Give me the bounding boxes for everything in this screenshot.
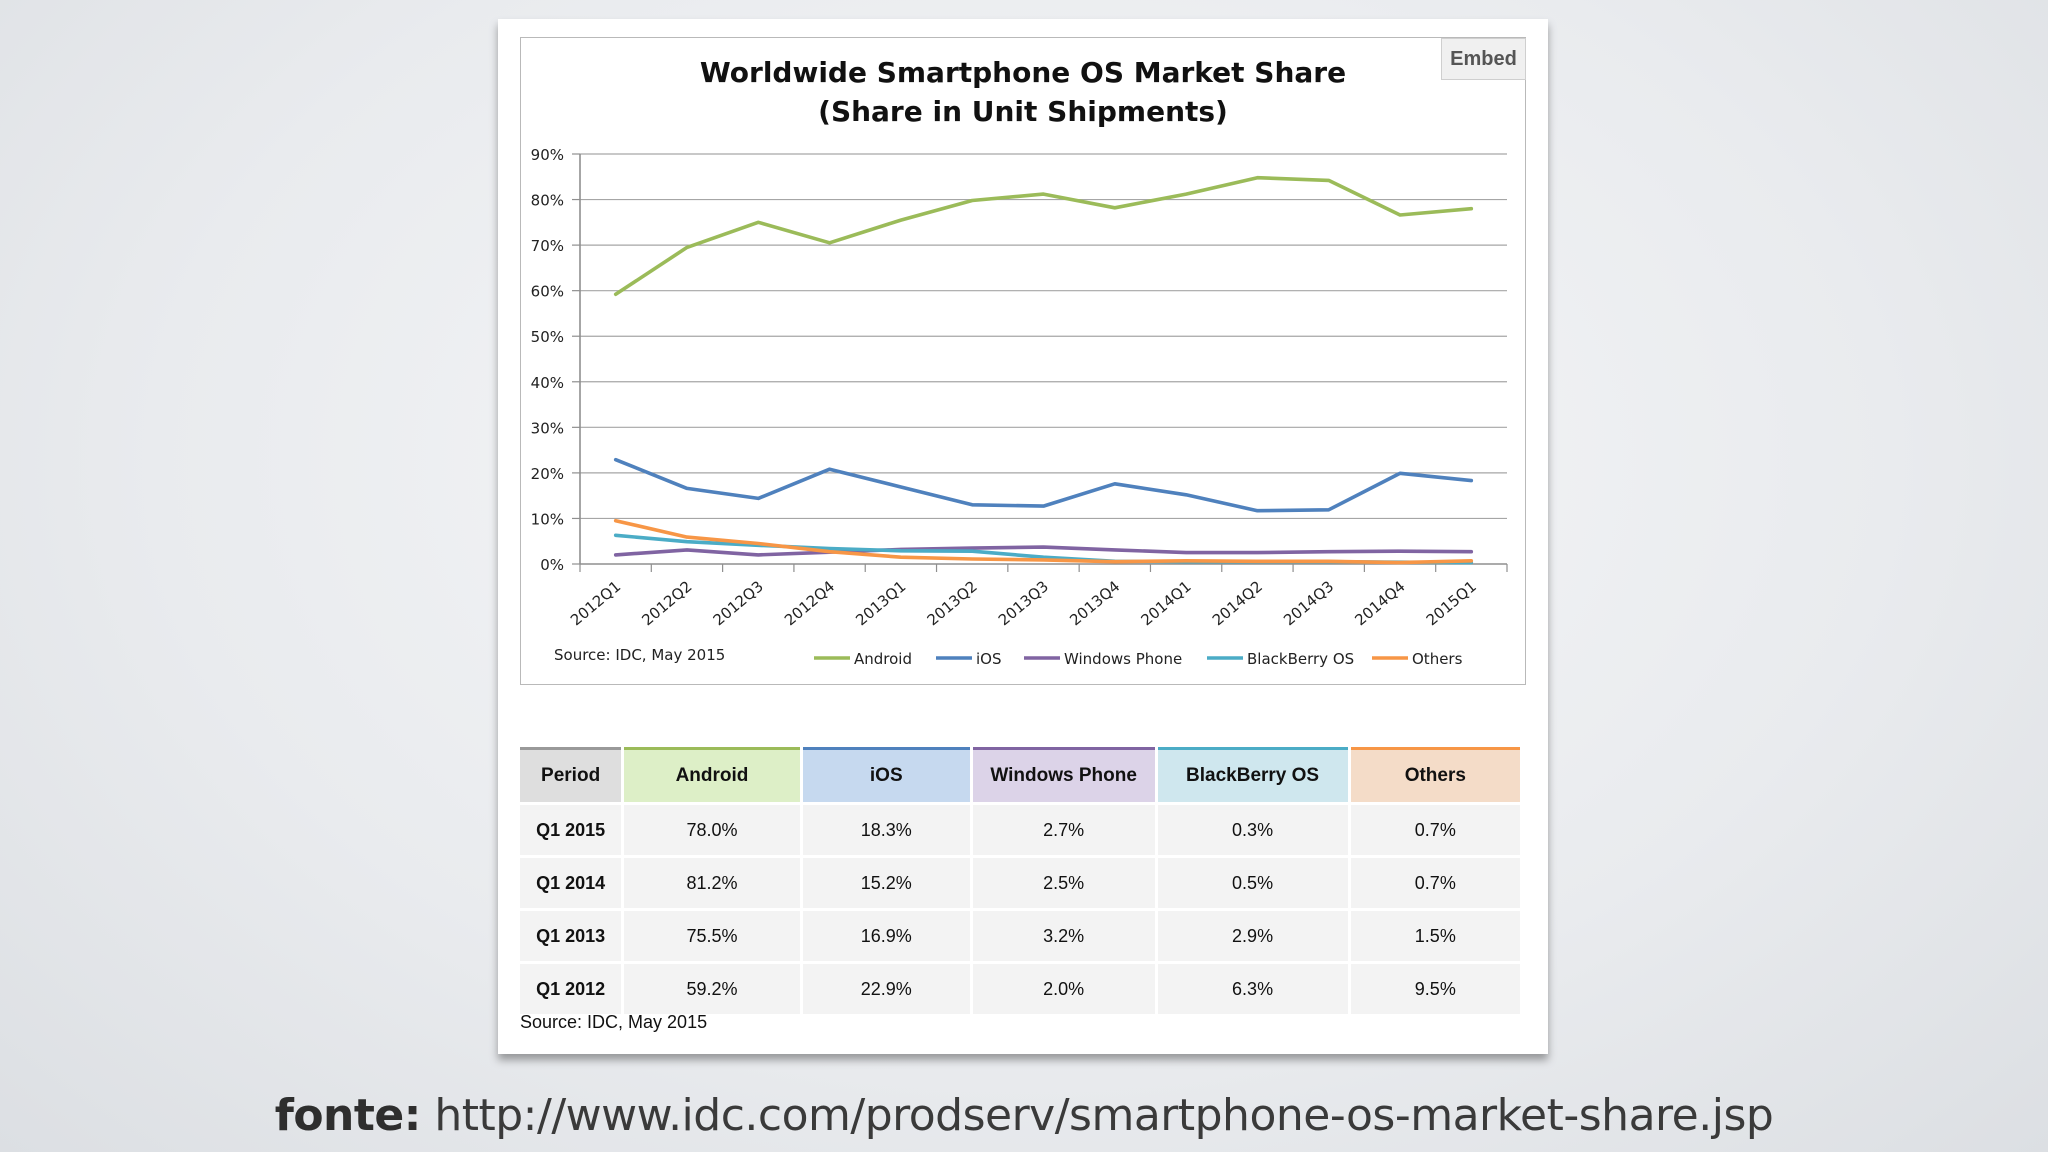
- x-tick-label: 2013Q2: [924, 577, 981, 629]
- legend-entry: BlackBerry OS: [1247, 650, 1354, 668]
- footer-source: fonte: http://www.idc.com/prodserv/smart…: [0, 1090, 2048, 1141]
- x-tick-label: 2014Q3: [1280, 577, 1337, 629]
- y-tick-label: 80%: [531, 192, 564, 210]
- chart-source-note: Source: IDC, May 2015: [554, 646, 725, 664]
- table-header-row: Period Android iOS Windows Phone BlackBerry …: [520, 747, 1520, 802]
- table-header-android: Android: [624, 747, 800, 802]
- x-tick-label: 2013Q4: [1066, 577, 1123, 629]
- footer-url[interactable]: http://www.idc.com/prodserv/smartphone-o…: [434, 1090, 1774, 1141]
- y-tick-label: 30%: [531, 419, 564, 437]
- x-tick-label: 2013Q1: [852, 577, 909, 629]
- series-line-ios: [613, 457, 1474, 513]
- table-cell: 0.5%: [1157, 855, 1348, 908]
- legend-entry: iOS: [976, 650, 1002, 668]
- y-tick-label: 50%: [531, 328, 564, 346]
- y-tick-label: 10%: [531, 510, 564, 528]
- chart-subtitle: (Share in Unit Shipments): [818, 95, 1228, 128]
- table-cell: 3.2%: [972, 908, 1155, 961]
- table-cell: 2.5%: [972, 855, 1155, 908]
- table-header-ios: iOS: [802, 747, 970, 802]
- chart-title: Worldwide Smartphone OS Market Share: [700, 56, 1346, 89]
- table-cell: 15.2%: [802, 855, 970, 908]
- table-header-others: Others: [1350, 747, 1520, 802]
- footer-label: fonte:: [274, 1090, 422, 1141]
- x-tick-label: 2012Q2: [638, 577, 695, 629]
- table-cell-period: Q1 2013: [520, 908, 622, 961]
- y-tick-label: 40%: [531, 374, 564, 392]
- y-tick-label: 70%: [531, 237, 564, 255]
- table-header-windows-phone: Windows Phone: [972, 747, 1155, 802]
- table-cell: 0.7%: [1350, 855, 1520, 908]
- x-tick-label: 2015Q1: [1423, 577, 1480, 629]
- y-tick-label: 20%: [531, 465, 564, 483]
- table-cell: 2.0%: [972, 961, 1155, 1014]
- table-body: Q1 2015 78.0% 18.3% 2.7% 0.3% 0.7% Q1 2014 81.2…: [520, 802, 1520, 1014]
- line-chart: Worldwide Smartphone OS Market Share (Sha…: [531, 56, 1508, 668]
- table-cell: 2.7%: [972, 802, 1155, 855]
- y-tick-label: 90%: [531, 146, 564, 164]
- x-tick-label: 2012Q3: [710, 577, 767, 629]
- x-tick-label: 2014Q2: [1209, 577, 1266, 629]
- embed-button[interactable]: Embed: [1441, 38, 1526, 80]
- table-cell: 81.2%: [624, 855, 800, 908]
- legend-entry: Others: [1412, 650, 1463, 668]
- table-cell: 22.9%: [802, 961, 970, 1014]
- table-cell-period: Q1 2014: [520, 855, 622, 908]
- table-cell: 1.5%: [1350, 908, 1520, 961]
- table-cell: 6.3%: [1157, 961, 1348, 1014]
- table-cell-period: Q1 2012: [520, 961, 622, 1014]
- legend-entry: Android: [854, 650, 912, 668]
- series-line-windows-phone: [613, 545, 1474, 557]
- table-cell: 78.0%: [624, 802, 800, 855]
- table-header-blackberry-os: BlackBerry OS: [1157, 747, 1348, 802]
- table-cell: 59.2%: [624, 961, 800, 1014]
- table-cell: 75.5%: [624, 908, 800, 961]
- table-cell-period: Q1 2015: [520, 802, 622, 855]
- table-cell: 2.9%: [1157, 908, 1348, 961]
- table-row: Q1 2014 81.2% 15.2% 2.5% 0.5% 0.7%: [520, 855, 1520, 908]
- table-cell: 9.5%: [1350, 961, 1520, 1014]
- y-tick-label: 0%: [540, 556, 564, 574]
- table-source-note: Source: IDC, May 2015: [520, 1012, 708, 1032]
- legend-entry: Windows Phone: [1064, 650, 1182, 668]
- x-tick-label: 2012Q1: [567, 577, 624, 629]
- x-tick-label: 2014Q1: [1138, 577, 1195, 629]
- x-tick-label: 2014Q4: [1351, 577, 1408, 629]
- series-line-android: [613, 175, 1474, 297]
- market-share-table: Period Android iOS Windows Phone BlackBerry …: [517, 747, 1523, 1014]
- chart-frame: [520, 37, 1526, 685]
- table-cell: 0.3%: [1157, 802, 1348, 855]
- table-row: Q1 2012 59.2% 22.9% 2.0% 6.3% 9.5%: [520, 961, 1520, 1014]
- table-cell: 18.3%: [802, 802, 970, 855]
- x-tick-label: 2013Q3: [995, 577, 1052, 629]
- table-cell: 16.9%: [802, 908, 970, 961]
- y-tick-label: 60%: [531, 283, 564, 301]
- table-cell: 0.7%: [1350, 802, 1520, 855]
- series-line-others: [613, 518, 1474, 565]
- table-row: Q1 2015 78.0% 18.3% 2.7% 0.3% 0.7%: [520, 802, 1520, 855]
- table-header-period: Period: [520, 747, 622, 802]
- table-row: Q1 2013 75.5% 16.9% 3.2% 2.9% 1.5%: [520, 908, 1520, 961]
- x-tick-label: 2012Q4: [781, 577, 838, 629]
